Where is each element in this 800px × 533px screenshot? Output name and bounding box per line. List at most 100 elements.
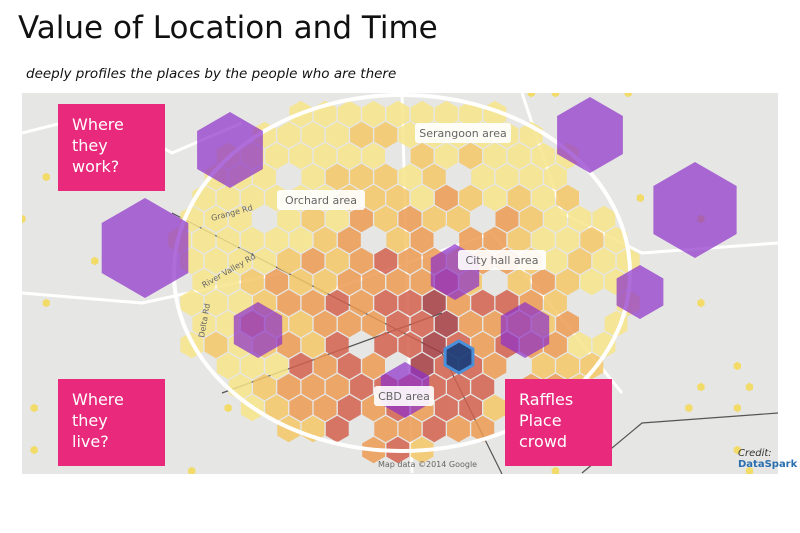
hexagon: [325, 163, 349, 191]
hexagon: [289, 394, 313, 422]
callout-text: Raffles Place crowd: [519, 390, 574, 451]
hexagon: [277, 289, 301, 317]
hexagon: [362, 100, 385, 128]
hexagon: [434, 142, 458, 170]
hexagon: [325, 205, 349, 233]
hexagon: [192, 268, 216, 296]
hexagon: [301, 289, 325, 317]
hexagon: [253, 373, 276, 401]
hexagon: [434, 310, 458, 338]
hexagon: [544, 289, 567, 317]
hexagon: [459, 226, 482, 254]
hexagon: [398, 247, 422, 275]
hexagon: [228, 205, 252, 233]
hexagon: [507, 226, 531, 254]
hexagon: [224, 403, 232, 413]
hexagon: [265, 352, 288, 380]
hexagon: [386, 268, 410, 296]
callout: Where they work?: [58, 104, 165, 191]
hexagon: [386, 226, 410, 254]
hexagon: [289, 268, 313, 296]
hexagon: [483, 226, 507, 254]
label-box: [277, 190, 365, 210]
hexagon: [531, 226, 555, 254]
hexagon: [240, 352, 264, 380]
hexagon: [265, 268, 288, 296]
hexagon: [240, 184, 264, 212]
hexagon: [374, 205, 398, 233]
hexagon: [592, 331, 616, 359]
hexagon: [277, 205, 301, 233]
hexagon: [204, 205, 228, 233]
hexagon: [459, 394, 482, 422]
hexagon: [410, 142, 434, 170]
hexagon: [350, 373, 373, 401]
hexagon: [527, 93, 535, 98]
hexagon: [745, 466, 754, 474]
callout: Raffles Place crowd: [505, 379, 612, 466]
hexagon: [410, 310, 434, 338]
hexagon: [556, 310, 579, 338]
hexagon: [337, 310, 361, 338]
callout-text: Where they work?: [72, 115, 124, 176]
hexagon: [544, 205, 567, 233]
hexagon: [398, 331, 422, 359]
hexagon: [551, 466, 560, 474]
hexagon: [313, 268, 337, 296]
hexagon: [350, 121, 373, 149]
hexagon: [386, 310, 410, 338]
hexagon: [325, 373, 349, 401]
hexagon: [733, 445, 741, 455]
area-label: Serangoon area: [419, 127, 506, 140]
hexagon: [604, 226, 628, 254]
hexagon: [350, 289, 373, 317]
hexagon: [483, 310, 507, 338]
hexagon: [483, 394, 507, 422]
hexagon: [374, 289, 398, 317]
hexagon: [337, 142, 361, 170]
hexagon: [410, 184, 434, 212]
hexagon: [422, 289, 446, 317]
hexagon: [398, 415, 422, 443]
hexagon: [500, 302, 550, 358]
hexagon: [507, 184, 531, 212]
hexagon: [42, 172, 50, 182]
hexagon: [422, 331, 446, 359]
hexagon: [398, 205, 422, 233]
hexagon: [350, 247, 373, 275]
hexagon: [471, 163, 495, 191]
hex-layer: [22, 93, 754, 474]
hexagon: [265, 226, 288, 254]
hexagon: [313, 352, 337, 380]
hexagon: [204, 289, 228, 317]
hexagon: [422, 205, 446, 233]
credit: Credit: DataSpark: [738, 448, 797, 470]
label-box: [458, 250, 546, 270]
hexagon: [531, 142, 555, 170]
attribution: Map data ©2014 Google: [378, 460, 477, 469]
hexagon: [374, 247, 398, 275]
area-label: CBD area: [378, 390, 430, 403]
hexagon: [42, 298, 50, 308]
hexagon: [745, 382, 754, 392]
hexagon: [398, 289, 422, 317]
hexagon: [325, 415, 349, 443]
hexagon: [580, 352, 604, 380]
hexagon: [277, 331, 301, 359]
hexagon: [568, 331, 592, 359]
hexagon: [325, 289, 349, 317]
label-box: [415, 123, 511, 143]
hexagon: [556, 268, 579, 296]
hexagon: [685, 403, 693, 413]
hexagon: [580, 226, 604, 254]
hexagon: [410, 268, 434, 296]
hexagon: [337, 352, 361, 380]
hexagon: [459, 142, 482, 170]
hexagon: [228, 247, 252, 275]
hexagon: [434, 184, 458, 212]
hexagon: [471, 331, 495, 359]
label-box: [374, 386, 434, 406]
hexagon: [495, 163, 519, 191]
hexagon: [624, 93, 632, 98]
hexagon: [459, 184, 482, 212]
